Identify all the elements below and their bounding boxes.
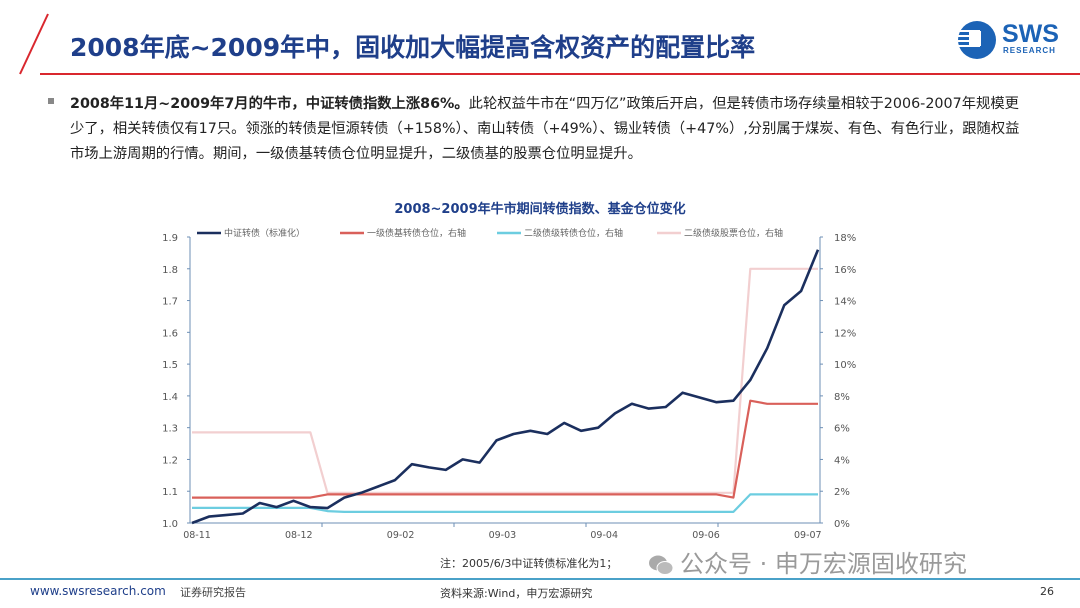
x-tick-label: 08-12 (285, 530, 313, 541)
right-tick-label: 18% (834, 233, 856, 244)
body-paragraph: 2008年11月~2009年7月的牛市，中证转债指数上涨86%。此轮权益牛市在“… (70, 92, 1030, 167)
left-tick-label: 1.8 (162, 265, 178, 276)
legend-label: 二级债级股票仓位，右轴 (684, 227, 783, 239)
legend-label: 中证转债（标准化） (224, 227, 305, 239)
x-tick-label: 09-02 (387, 530, 415, 541)
footer-report-type: 证券研究报告 (180, 586, 246, 599)
paragraph-lead: 2008年11月~2009年7月的牛市，中证转债指数上涨86%。 (70, 96, 469, 112)
x-tick-label: 08-11 (183, 530, 211, 541)
page-title: 2008年底~2009年中，固收加大幅提高含权资产的配置比率 (70, 33, 756, 62)
logo-text: SWS (1002, 20, 1059, 48)
left-tick-label: 1.0 (162, 519, 178, 530)
left-tick-label: 1.1 (162, 487, 178, 498)
right-tick-label: 8% (834, 392, 850, 403)
right-tick-label: 6% (834, 424, 850, 435)
logo-subtext: RESEARCH (1003, 46, 1056, 55)
paragraph-text: 此轮权益牛市在“四万亿”政策后开启，但是转债市场存续量相较于2006-2007年… (70, 96, 1020, 162)
header-decoration (19, 13, 49, 75)
right-tick-label: 0% (834, 519, 850, 530)
footer-url-link[interactable]: www.swsresearch.com (30, 584, 166, 598)
watermark: 公众号 · 申万宏源固收研究 (648, 544, 967, 579)
right-tick-label: 16% (834, 265, 856, 276)
legend-label: 一级债基转债仓位，右轴 (367, 227, 466, 239)
legend-label: 二级债级转债仓位，右轴 (524, 227, 623, 239)
left-tick-label: 1.7 (162, 297, 178, 308)
x-tick-label: 09-07 (794, 530, 822, 541)
watermark-text: 公众号 · 申万宏源固收研究 (680, 550, 967, 578)
right-tick-label: 4% (834, 455, 850, 466)
wechat-icon (649, 555, 674, 575)
x-tick-label: 09-06 (692, 530, 720, 541)
series-line (192, 399, 818, 499)
series-line (191, 249, 820, 525)
sws-logo (958, 21, 996, 59)
left-tick-label: 1.6 (162, 328, 178, 339)
page-number: 26 (1040, 585, 1054, 598)
left-tick-label: 1.2 (162, 455, 178, 466)
chart-title: 2008~2009年牛市期间转债指数、基金仓位变化 (394, 202, 686, 217)
left-tick-label: 1.3 (162, 424, 178, 435)
right-tick-label: 12% (834, 328, 856, 339)
right-tick-label: 10% (834, 360, 856, 371)
footer-source: 资料来源:Wind，申万宏源研究 (440, 587, 593, 600)
left-tick-label: 1.5 (162, 360, 178, 371)
bullet-icon (48, 98, 54, 104)
left-tick-label: 1.4 (162, 392, 178, 403)
right-tick-label: 14% (834, 297, 856, 308)
x-tick-label: 09-03 (489, 530, 517, 541)
series-line (192, 493, 818, 513)
left-tick-label: 1.9 (162, 233, 178, 244)
x-tick-label: 09-04 (590, 530, 618, 541)
header-divider (40, 73, 1080, 75)
right-tick-label: 2% (834, 487, 850, 498)
footer-divider (0, 578, 1080, 580)
series-line (192, 267, 818, 494)
chart-note: 注：2005/6/3中证转债标准化为1； (440, 557, 618, 570)
